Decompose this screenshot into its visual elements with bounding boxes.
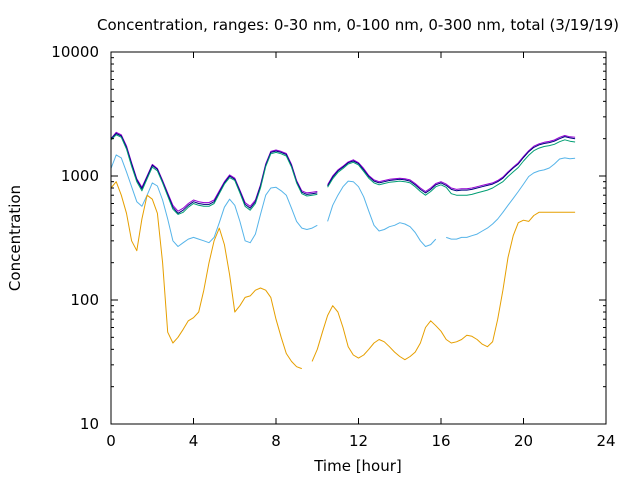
x-tick-label: 0 <box>106 432 116 450</box>
plot-frame <box>110 51 607 425</box>
series-line-1 <box>110 131 576 212</box>
y-axis: 10 100 1000 10000 <box>51 43 606 433</box>
x-axis: 0 4 8 12 16 20 24 <box>106 52 616 450</box>
x-tick-label: 12 <box>349 432 368 450</box>
chart-title: Concentration, ranges: 0-30 nm, 0-100 nm… <box>97 16 619 34</box>
series-line-5 <box>110 181 576 370</box>
y-axis-label: Concentration <box>6 185 24 291</box>
x-tick-label: 20 <box>514 432 533 450</box>
series-line-4 <box>110 154 576 247</box>
y-tick-label: 10000 <box>51 43 99 61</box>
plot-series <box>110 131 576 370</box>
y-tick-label: 1000 <box>61 167 99 185</box>
x-tick-label: 16 <box>431 432 450 450</box>
series-line-3 <box>110 134 576 215</box>
y-tick-label: 10 <box>80 415 99 433</box>
series-line-2 <box>110 133 576 214</box>
x-axis-label: Time [hour] <box>313 457 402 475</box>
x-tick-label: 8 <box>271 432 281 450</box>
x-tick-label: 24 <box>596 432 615 450</box>
x-tick-label: 4 <box>189 432 199 450</box>
y-tick-label: 100 <box>70 291 99 309</box>
